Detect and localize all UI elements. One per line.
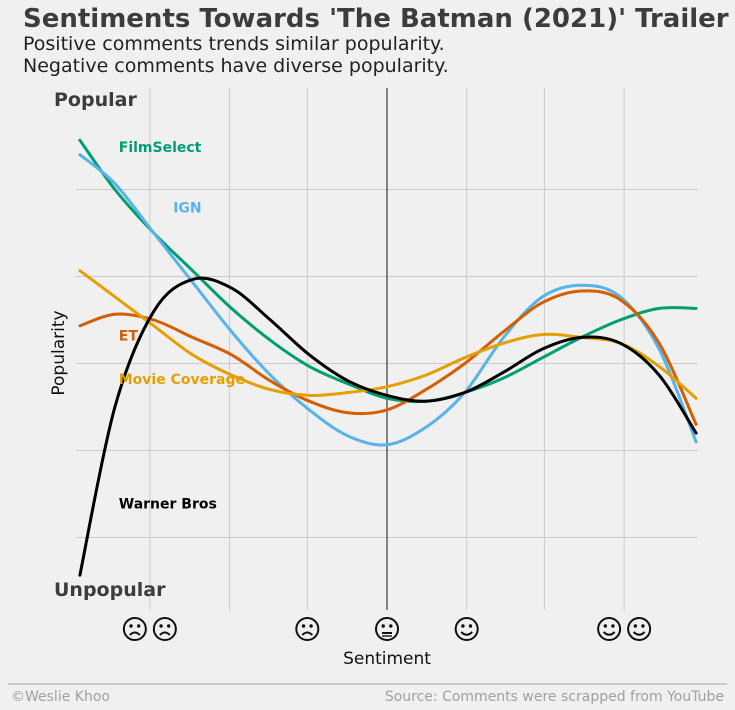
x-tick-label-4-face-0: [454, 617, 479, 641]
series-label-movie-coverage: Movie Coverage: [119, 372, 245, 388]
series-label-et: ET: [119, 328, 139, 344]
x-tick-label-6-face-1: [627, 617, 652, 641]
footer-credit: ©Weslie Khoo: [11, 689, 110, 705]
series-label-filmselect: FilmSelect: [119, 140, 202, 156]
series-line-warner-bros: [78, 276, 698, 577]
x-tick-label-2-face-0: [295, 617, 320, 641]
x-tick-label-6-face-0: [597, 617, 622, 641]
y-axis-title: Popularity: [49, 310, 69, 395]
series-line-filmselect: [78, 138, 698, 404]
series-line-ign: [78, 153, 698, 447]
x-tick-label-0-face-0: [122, 617, 147, 641]
series-label-warner-bros: Warner Bros: [119, 497, 217, 513]
x-tick-label-0-face-1: [152, 617, 177, 641]
popular-label: Popular: [54, 89, 137, 111]
x-axis-title: Sentiment: [343, 649, 431, 669]
chart-subtitle-line-1: Positive comments trends similar popular…: [23, 33, 445, 55]
series-line-et: [78, 289, 698, 426]
chart-subtitle-line-2: Negative comments have diverse popularit…: [23, 55, 449, 77]
series-lines: [78, 138, 698, 577]
series-labels: FilmSelect IGN ET Movie Coverage Warner Bros: [119, 140, 245, 513]
footer-source: Source: Comments were scrapped from YouT…: [385, 689, 724, 705]
x-tick-labels: [122, 617, 652, 641]
series-label-ign: IGN: [173, 201, 201, 217]
chart-title: Sentiments Towards 'The Batman (2021)' T…: [23, 4, 729, 34]
unpopular-label: Unpopular: [54, 579, 166, 601]
x-tick-label-3-face-0: [375, 617, 399, 641]
grid: [76, 88, 698, 610]
